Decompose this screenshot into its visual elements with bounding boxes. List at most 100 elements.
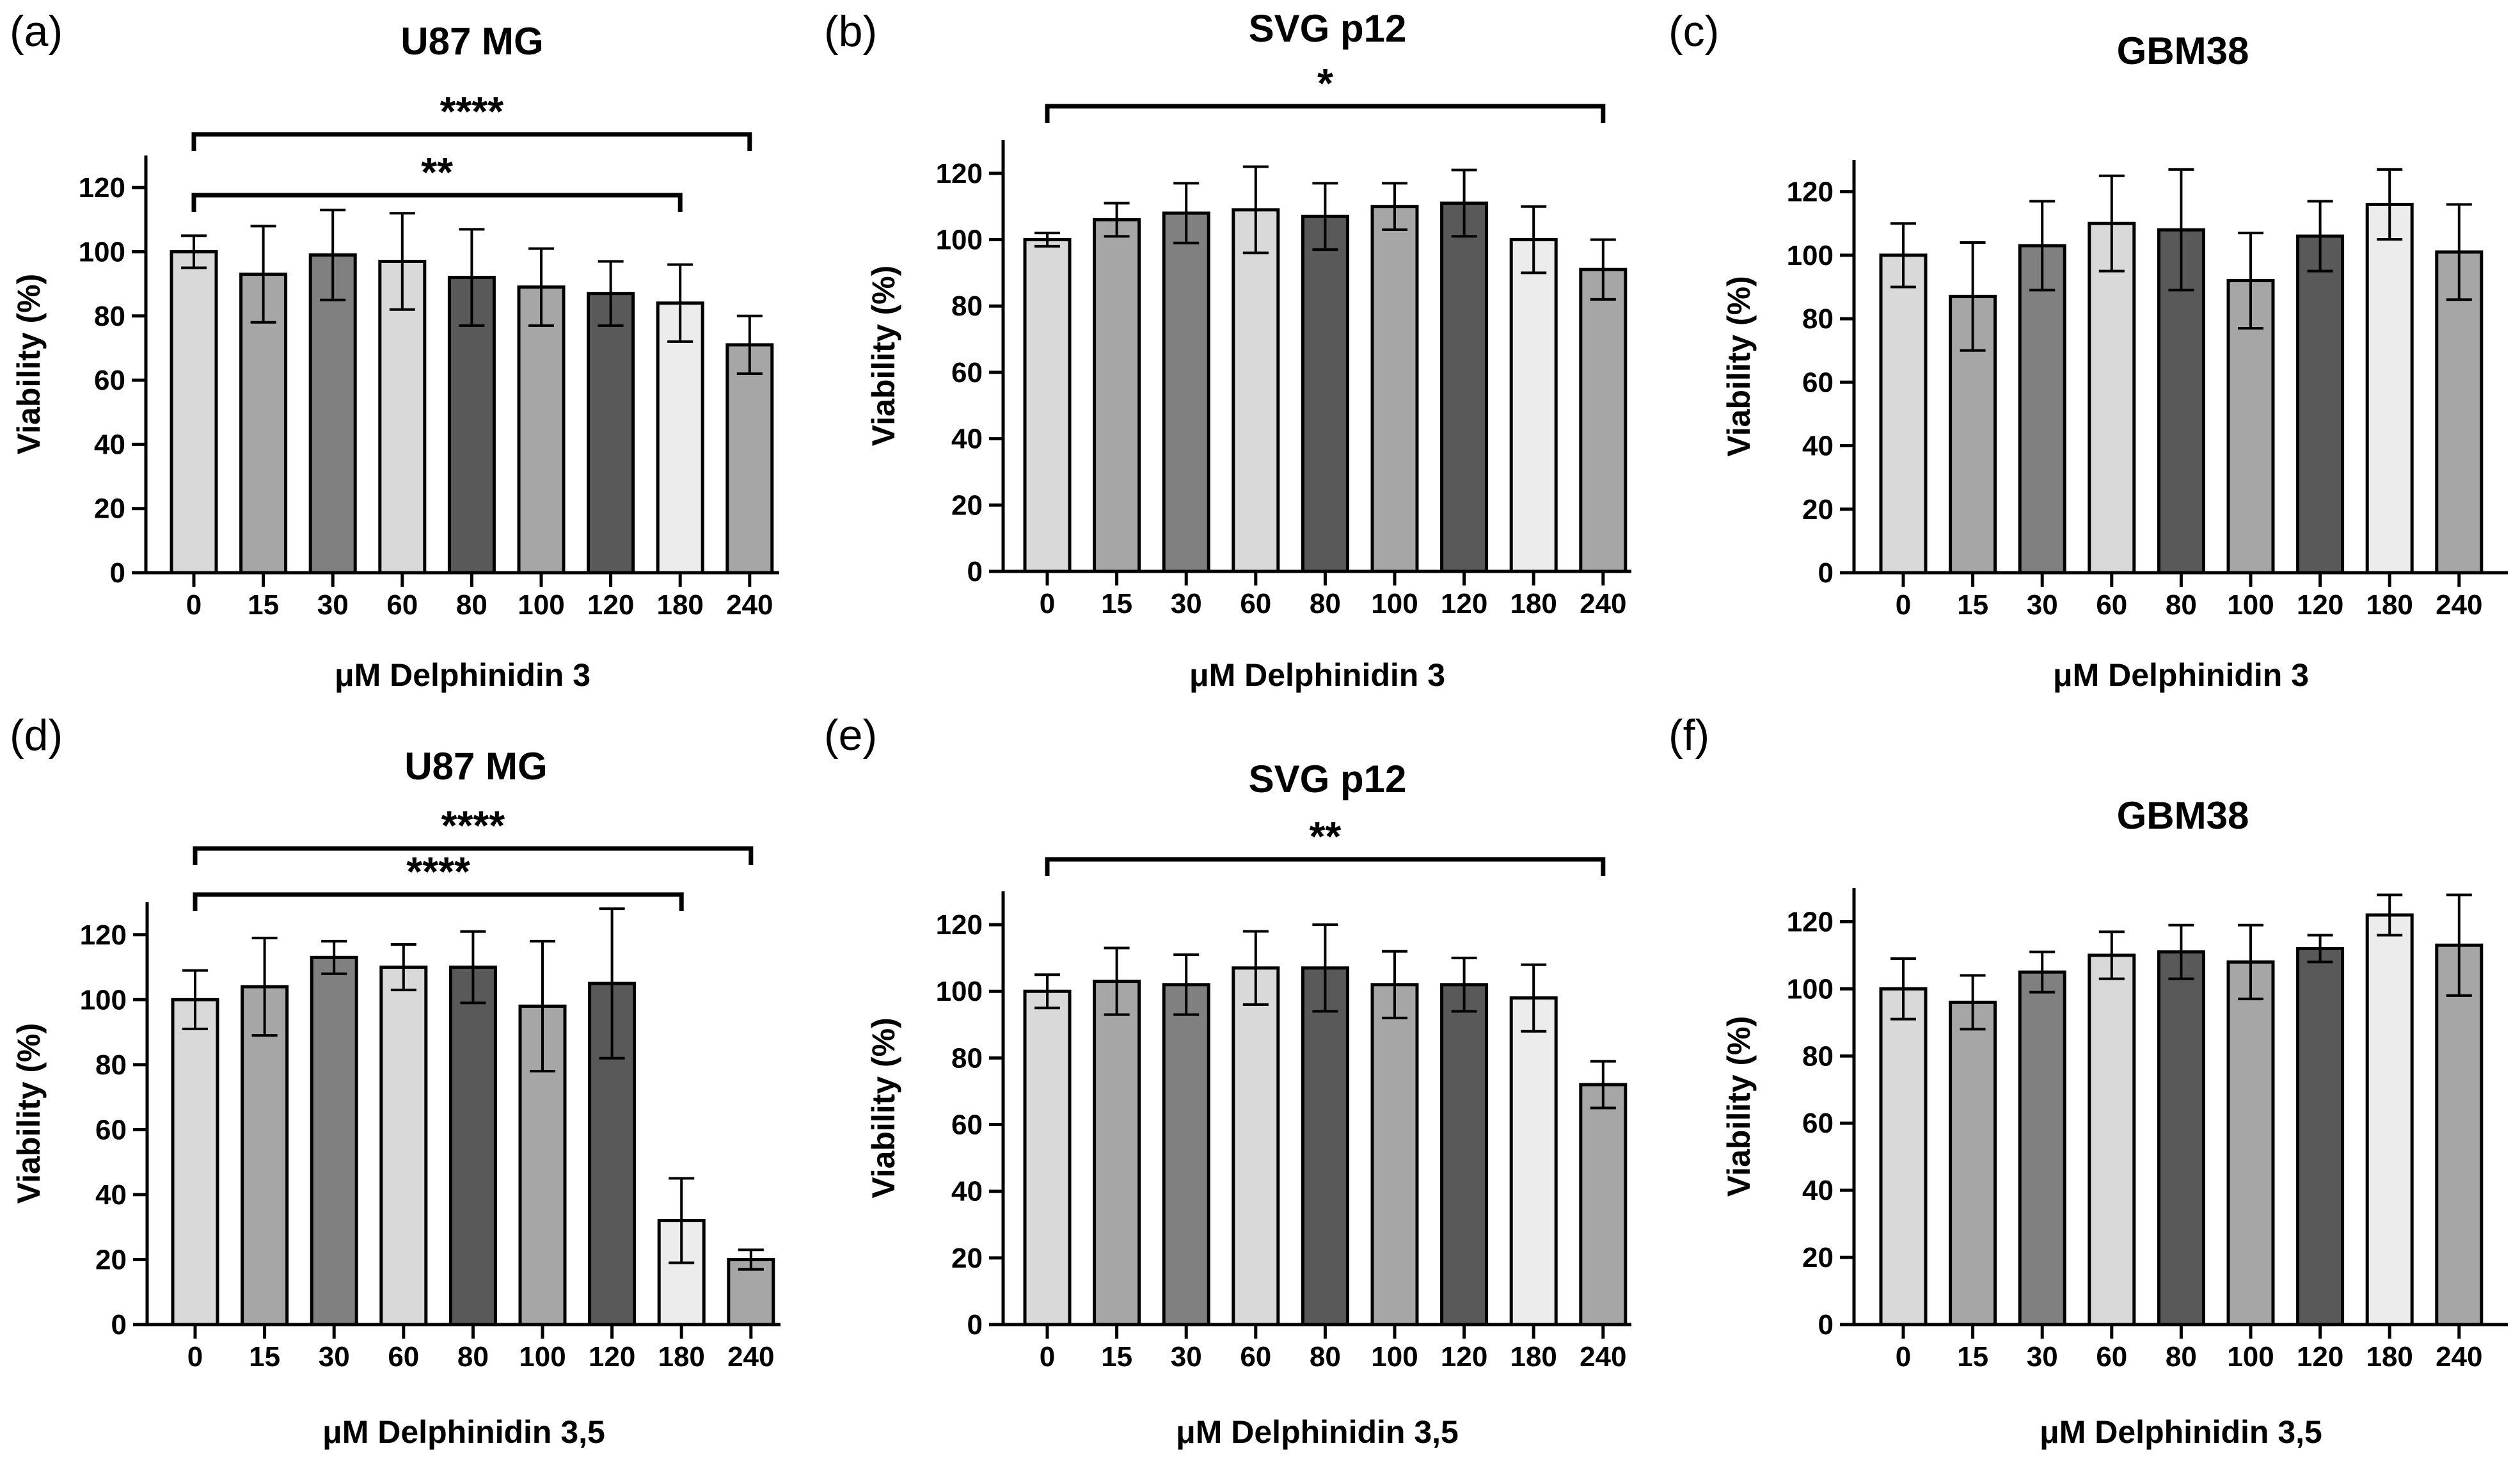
x-axis-label: μM Delphinidin 3 xyxy=(335,657,590,693)
error-bar-180 xyxy=(2377,168,2403,241)
error-bar-30 xyxy=(321,939,347,975)
bracket-line xyxy=(193,892,684,911)
significance-label: ** xyxy=(421,149,453,195)
bar-0 xyxy=(1879,253,1928,575)
significance-bracket xyxy=(191,132,752,151)
x-tick-label: 80 xyxy=(1310,1341,1341,1373)
significance-bracket xyxy=(1045,857,1606,876)
error-bar-30 xyxy=(2029,200,2056,292)
bracket-line xyxy=(191,132,752,151)
chart-panel-d: (d) U87 MG 0 20 40 60 80 100 120 0 15 30 60 80 100 120 1… xyxy=(10,711,781,1450)
error-bar-30 xyxy=(2029,950,2056,994)
bar-0 xyxy=(171,998,219,1326)
y-axis-label: Viability (%) xyxy=(866,266,901,446)
y-tick-label: 80 xyxy=(1802,303,1834,335)
x-axis-label: μM Delphinidin 3,5 xyxy=(1176,1414,1459,1450)
y-tick-label: 100 xyxy=(936,976,983,1007)
x-tick-label: 0 xyxy=(1896,589,1911,621)
bar-120 xyxy=(2296,946,2345,1326)
y-tick-label: 80 xyxy=(95,1049,127,1081)
y-tick-label: 60 xyxy=(951,1110,983,1141)
x-tick-label: 180 xyxy=(656,589,703,621)
y-tick-label: 80 xyxy=(94,301,125,332)
bar-30 xyxy=(310,955,358,1326)
bar-120 xyxy=(1440,983,1489,1326)
bar-15 xyxy=(1949,1000,1997,1326)
significance-bracket xyxy=(1045,104,1606,123)
panel-letter: (c) xyxy=(1668,7,1719,56)
error-bar-60 xyxy=(2098,174,2125,273)
x-tick-label: 30 xyxy=(2027,589,2058,621)
error-bar-100 xyxy=(2238,923,2263,1001)
x-tick-label: 80 xyxy=(2166,1341,2197,1373)
significance-bracket xyxy=(193,846,754,865)
x-tick-label: 120 xyxy=(1441,588,1487,619)
x-tick-label: 30 xyxy=(2027,1341,2058,1373)
y-tick-label: 40 xyxy=(94,429,125,460)
error-bar-180 xyxy=(2377,893,2403,937)
error-bar-30 xyxy=(1173,182,1200,244)
bar-0 xyxy=(1023,238,1072,573)
y-axis-label: Viability (%) xyxy=(1721,276,1757,456)
y-tick-label: 120 xyxy=(936,158,983,189)
bar-240 xyxy=(725,343,774,575)
bar-80 xyxy=(2157,950,2205,1326)
bracket-line xyxy=(1045,857,1606,876)
error-bar-120 xyxy=(2307,200,2333,273)
error-bar-0 xyxy=(181,234,207,269)
error-bar-0 xyxy=(1034,973,1060,1010)
significance-bracket xyxy=(191,193,683,212)
y-tick-label: 40 xyxy=(1802,1175,1834,1206)
bar-60 xyxy=(2088,953,2136,1326)
bar-180 xyxy=(2365,913,2414,1326)
y-tick-label: 80 xyxy=(951,291,983,322)
error-bar-240 xyxy=(1590,238,1616,301)
bar-15 xyxy=(239,273,288,575)
x-tick-label: 60 xyxy=(1240,588,1271,619)
y-tick-label: 120 xyxy=(1787,177,1834,208)
x-tick-label: 80 xyxy=(1310,588,1341,619)
error-bar-120 xyxy=(598,260,624,327)
error-bar-100 xyxy=(528,247,554,327)
x-axis-label: μM Delphinidin 3,5 xyxy=(322,1414,605,1450)
x-tick-label: 240 xyxy=(2436,1341,2482,1373)
y-tick-label: 60 xyxy=(951,357,983,388)
y-tick-label: 20 xyxy=(95,1244,127,1275)
x-tick-label: 60 xyxy=(1240,1341,1271,1373)
error-bar-30 xyxy=(1173,953,1200,1016)
bar-0 xyxy=(170,250,218,575)
x-tick-label: 0 xyxy=(1040,1341,1055,1373)
bar-0 xyxy=(1879,987,1928,1326)
y-tick-label: 60 xyxy=(1802,1108,1834,1139)
panel-letter: (b) xyxy=(824,7,877,56)
y-tick-label: 0 xyxy=(111,1309,127,1341)
error-bar-15 xyxy=(1104,202,1130,238)
bar-240 xyxy=(2435,250,2484,575)
error-bar-60 xyxy=(389,212,415,311)
y-tick-label: 0 xyxy=(1818,1309,1834,1341)
error-bar-80 xyxy=(459,228,485,327)
x-tick-label: 120 xyxy=(2297,1341,2343,1373)
error-bar-180 xyxy=(667,263,693,343)
x-tick-label: 180 xyxy=(1510,588,1557,619)
y-tick-label: 40 xyxy=(951,424,983,455)
x-tick-label: 180 xyxy=(2366,1341,2413,1373)
x-axis-label: μM Delphinidin 3 xyxy=(1189,657,1445,693)
error-bar-100 xyxy=(1382,950,1407,1019)
y-tick-label: 100 xyxy=(1787,973,1834,1005)
error-bar-180 xyxy=(669,1177,695,1264)
chart-panel-c: (c) GBM38 0 20 40 60 80 100 120 0 15 30 60 80 100 120 18… xyxy=(1668,7,2508,693)
significance-label: * xyxy=(1317,60,1333,106)
error-bar-80 xyxy=(1312,182,1338,251)
bar-240 xyxy=(1579,1083,1628,1326)
bar-0 xyxy=(1023,989,1072,1326)
x-tick-label: 30 xyxy=(1171,588,1202,619)
bar-80 xyxy=(1301,966,1349,1326)
chart-title: GBM38 xyxy=(2117,29,2249,72)
error-bar-0 xyxy=(1034,232,1060,248)
chart-panel-a: (a) U87 MG 0 20 40 60 80 100 120 0 15 30 60 80 100 120 1… xyxy=(10,7,779,693)
chart-title: U87 MG xyxy=(400,20,543,63)
error-bar-30 xyxy=(320,209,346,301)
error-bar-80 xyxy=(2168,168,2194,292)
y-tick-label: 120 xyxy=(79,172,125,203)
